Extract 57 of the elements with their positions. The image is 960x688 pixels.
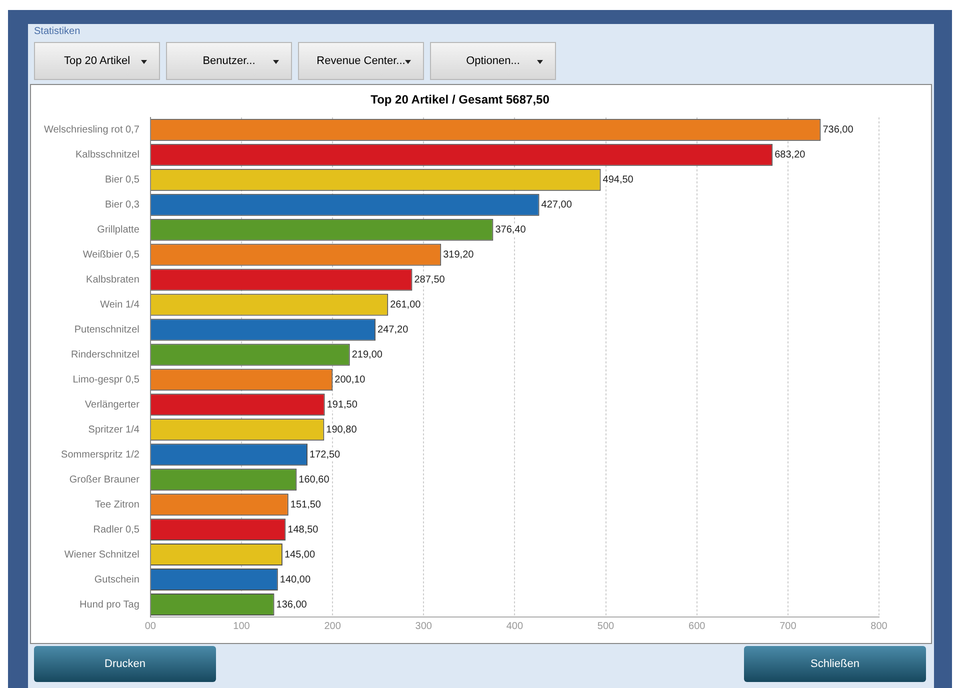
data-label: 136,00: [276, 599, 308, 610]
x-tick-label: 600: [688, 620, 706, 632]
data-label: 261,00: [390, 300, 422, 310]
y-tick-label: Welschriesling rot 0,7: [44, 124, 140, 136]
data-label: 151,50: [290, 499, 322, 510]
y-tick-label: Kalbsschnitzel: [75, 150, 140, 161]
y-tick-label: Sommerspritz 1/2: [61, 449, 140, 460]
y-tick-label: Wein 1/4: [100, 300, 140, 310]
x-tick-label: 400: [506, 620, 524, 632]
y-tick-label: Bier 0,5: [104, 174, 140, 186]
y-tick-label: Limo-gespr 0,5: [72, 374, 140, 386]
chart-title: Top 20 Artikel / Gesamt 5687,50: [370, 92, 550, 107]
data-label: 160,60: [298, 474, 330, 486]
x-tick-label: 200: [324, 620, 342, 632]
y-tick-label: Hund pro Tag: [80, 599, 140, 610]
x-tick-label: 00: [144, 620, 156, 632]
text: Revenue Center...: [298, 42, 424, 80]
data-label: 494,50: [602, 174, 634, 186]
y-tick-label: Rinderschnitzel: [71, 349, 140, 360]
y-tick-label: Weißbier 0,5: [82, 250, 140, 261]
y-tick-label: Putenschnitzel: [74, 324, 140, 336]
data-label: 683,20: [774, 150, 806, 161]
x-tick-label: 700: [780, 620, 797, 632]
text: Drucken: [34, 646, 216, 682]
data-label: 219,00: [352, 349, 383, 360]
y-tick-label: Kalbsbraten: [86, 274, 140, 286]
text: Statistiken: [34, 26, 80, 37]
y-tick-label: Radler 0,5: [93, 524, 140, 536]
data-label: 148,50: [288, 524, 319, 536]
data-label: 145,00: [284, 549, 316, 560]
data-label: 287,50: [414, 274, 446, 286]
y-tick-label: Verlängerter: [84, 399, 140, 410]
x-tick-label: 300: [415, 620, 432, 632]
x-tick-label: 100: [233, 620, 250, 632]
x-tick-label: 800: [870, 620, 888, 632]
text: Schließen: [744, 646, 926, 682]
data-label: 319,20: [443, 250, 474, 261]
data-label: 247,20: [378, 324, 409, 336]
y-tick-label: Großer Brauner: [69, 474, 140, 486]
data-label: 427,00: [541, 200, 572, 211]
y-tick-label: Gutschein: [94, 574, 140, 586]
text: Benutzer...: [166, 42, 292, 80]
data-label: 191,50: [326, 399, 358, 410]
data-label: 172,50: [310, 449, 341, 460]
x-tick-label: 500: [597, 620, 615, 632]
y-tick-label: Spritzer 1/4: [88, 424, 140, 436]
text: Top 20 Artikel: [34, 42, 160, 80]
data-label: 736,00: [822, 124, 854, 136]
data-label: 376,40: [495, 224, 526, 236]
data-label: 140,00: [280, 574, 311, 586]
y-tick-label: Wiener Schnitzel: [64, 549, 140, 560]
text: Optionen...: [430, 42, 556, 80]
y-tick-label: Bier 0,3: [104, 200, 140, 211]
y-tick-label: Grillplatte: [97, 224, 140, 236]
data-label: 190,80: [326, 424, 358, 436]
data-label: 200,10: [334, 374, 366, 386]
y-tick-label: Tee Zitron: [94, 499, 140, 510]
